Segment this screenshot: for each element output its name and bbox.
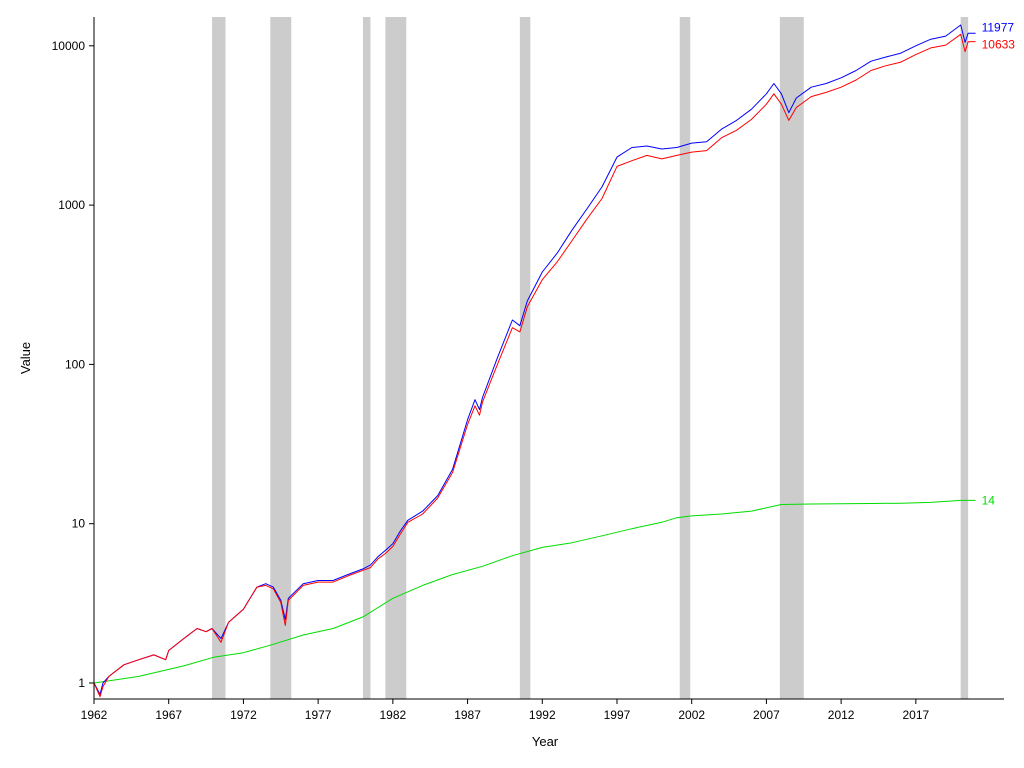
end-label-0: 11977: [982, 20, 1015, 34]
x-tick-label-10: 2012: [828, 708, 855, 722]
shaded-period-2: [362, 17, 371, 699]
x-tick-label-1: 1967: [155, 708, 182, 722]
x-tick-label-4: 1982: [379, 708, 406, 722]
recession-shading: [212, 17, 969, 699]
axes: [93, 17, 1004, 700]
x-tick-label-2: 1972: [230, 708, 257, 722]
shaded-period-1: [270, 17, 292, 699]
y-tick-label-1: 10: [72, 517, 86, 531]
shaded-period-0: [212, 17, 226, 699]
y-tick-label-4: 10000: [52, 39, 86, 53]
series-line-2: [93, 499, 976, 684]
shaded-period-5: [679, 17, 691, 699]
series-line-0: [93, 24, 976, 695]
x-axis-title: Year: [532, 734, 559, 749]
end-label-2: 14: [982, 493, 996, 507]
x-ticks: 1962 1967 1972 1977 1982 1987 1992 1997 2002 2007…: [81, 699, 930, 722]
end-labels: 11977 10633 14: [982, 20, 1016, 507]
y-axis-title: Value: [18, 342, 33, 374]
y-tick-label-3: 1000: [58, 198, 85, 212]
series-line-1: [93, 33, 976, 698]
x-tick-label-8: 2002: [678, 708, 705, 722]
shaded-period-6: [779, 17, 804, 699]
x-tick-label-9: 2007: [753, 708, 780, 722]
x-tick-label-0: 1962: [81, 708, 108, 722]
x-tick-label-7: 1997: [604, 708, 631, 722]
x-tick-label-5: 1987: [454, 708, 481, 722]
end-label-1: 10633: [982, 38, 1016, 52]
y-tick-label-0: 1: [78, 676, 85, 690]
shaded-period-7: [960, 17, 969, 699]
x-tick-label-11: 2017: [902, 708, 929, 722]
y-ticks: 1 10 100 1000 10000: [52, 39, 94, 690]
series-lines: [93, 24, 976, 698]
y-tick-label-2: 100: [65, 357, 85, 371]
shaded-period-4: [519, 17, 531, 699]
x-tick-label-6: 1992: [529, 708, 556, 722]
x-tick-label-3: 1977: [305, 708, 332, 722]
shaded-period-3: [385, 17, 407, 699]
